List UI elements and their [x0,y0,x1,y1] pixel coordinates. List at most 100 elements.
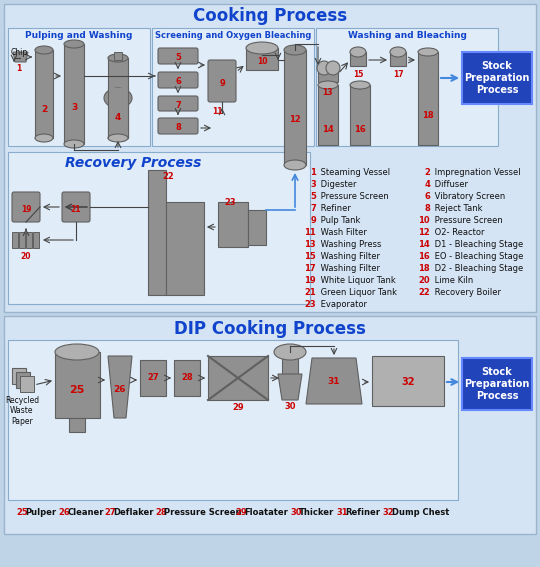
Ellipse shape [246,42,278,54]
Text: 32: 32 [383,508,394,517]
Text: 27: 27 [147,374,159,383]
Text: 30: 30 [290,508,301,517]
Text: Pressure Screen: Pressure Screen [164,508,242,517]
Bar [64,44,84,144]
Text: 3: 3 [71,104,77,112]
Text: Stock
Preparation
Process: Stock Preparation Process [464,367,530,401]
Bar [350,52,366,66]
Text: 25: 25 [69,385,85,395]
Text: 1: 1 [16,64,22,73]
FancyBboxPatch shape [158,48,198,64]
Bar [148,170,166,295]
Text: 26: 26 [114,386,126,395]
Polygon shape [278,374,302,400]
Text: Pressure Screen: Pressure Screen [432,216,503,225]
Text: 18: 18 [418,264,430,273]
Text: Cooking Process: Cooking Process [193,7,347,25]
Bar [8,340,458,500]
Ellipse shape [35,46,53,54]
Text: 2: 2 [424,168,430,177]
FancyBboxPatch shape [158,72,198,88]
Text: Pulping and Washing: Pulping and Washing [25,31,133,40]
Text: 3: 3 [310,180,316,189]
Text: 19: 19 [305,276,316,285]
Text: Digester: Digester [318,180,356,189]
Bar [152,28,314,146]
Text: Pulp Tank: Pulp Tank [318,216,360,225]
Text: 16: 16 [418,252,430,261]
Bar [218,202,248,247]
Text: Screening and Oxygen Bleaching: Screening and Oxygen Bleaching [155,31,311,40]
Text: Dump Chest: Dump Chest [392,508,449,517]
Text: 18: 18 [422,111,434,120]
Bar [318,68,338,82]
Ellipse shape [284,45,306,55]
Ellipse shape [35,134,53,142]
Bar [114,52,122,60]
Text: Washing Press: Washing Press [318,240,381,249]
Bar [108,58,128,138]
Text: 15: 15 [353,70,363,79]
Bar [8,28,150,146]
Ellipse shape [274,344,306,360]
FancyBboxPatch shape [62,192,90,222]
Ellipse shape [108,134,128,142]
Text: 12: 12 [289,116,301,125]
Ellipse shape [284,160,306,170]
Text: Impregnation Vessel: Impregnation Vessel [432,168,521,177]
Text: 15: 15 [304,252,316,261]
Text: 7: 7 [175,100,181,109]
FancyBboxPatch shape [12,192,40,222]
Text: 27: 27 [105,508,116,517]
Bar [20,376,34,392]
Bar [462,358,532,410]
Text: 4: 4 [424,180,430,189]
Text: 16: 16 [354,125,366,134]
Text: Diffuser: Diffuser [432,180,468,189]
Bar [208,356,268,400]
Bar [8,152,310,304]
Text: 25: 25 [16,508,28,517]
Bar [372,356,444,406]
Text: 12: 12 [418,228,430,237]
Text: D2 - Bleaching Stage: D2 - Bleaching Stage [432,264,523,273]
Text: 28: 28 [181,374,193,383]
Bar [19,232,25,248]
Text: 17: 17 [393,70,403,79]
Bar [284,50,306,165]
Text: 4: 4 [115,113,121,122]
Text: 14: 14 [418,240,430,249]
Bar [26,232,32,248]
Text: 28: 28 [155,508,167,517]
Text: 5: 5 [175,53,181,62]
Text: 6: 6 [424,192,430,201]
Text: 9: 9 [310,216,316,225]
FancyBboxPatch shape [158,118,198,134]
Bar [4,4,536,312]
Bar [69,418,85,432]
Text: Reject Tank: Reject Tank [432,204,483,213]
Bar [462,52,532,104]
Text: 23: 23 [224,198,235,207]
Text: 10: 10 [418,216,430,225]
Text: 29: 29 [235,508,247,517]
Ellipse shape [64,140,84,148]
Bar [12,368,26,384]
Text: Recovery Process: Recovery Process [65,156,201,170]
FancyBboxPatch shape [158,96,198,111]
Text: White Liquor Tank: White Liquor Tank [318,276,396,285]
Text: 10: 10 [256,57,267,66]
Text: 8: 8 [175,124,181,133]
Bar [16,372,30,388]
FancyBboxPatch shape [208,60,236,102]
Bar [140,360,166,396]
Text: 21: 21 [71,205,81,214]
Bar [350,85,370,145]
Polygon shape [55,352,100,418]
Text: Refiner: Refiner [318,204,351,213]
Ellipse shape [350,81,370,89]
Bar [35,50,53,138]
Bar [316,28,498,146]
Text: Steaming Vessel: Steaming Vessel [318,168,390,177]
Text: Deflaker: Deflaker [113,508,154,517]
